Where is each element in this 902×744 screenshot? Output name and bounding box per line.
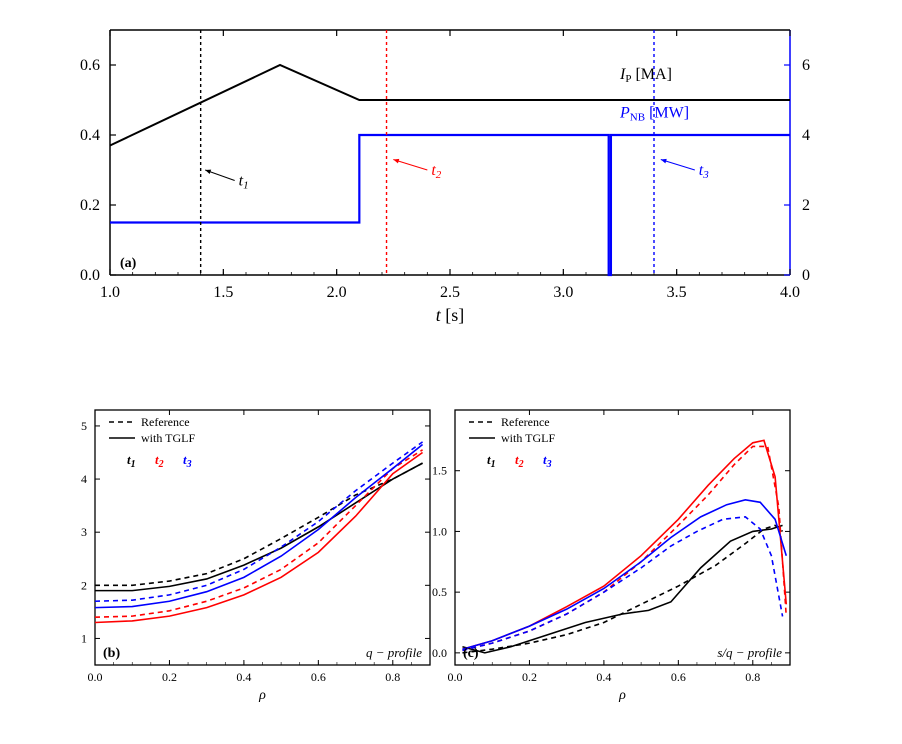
panel-c-legend-ref: Reference xyxy=(501,415,550,429)
panel-b-tag: (b) xyxy=(103,646,120,661)
label-Ip: IP [MA] xyxy=(619,66,672,85)
panel-c-series-t2_tglf xyxy=(462,440,786,649)
panel-b-legend-t3: t3 xyxy=(183,452,192,470)
panel-b: 0.0 0.2 0.4 0.6 0.8 1 2 3 4 5 ρ Reference with TGLF t… xyxy=(81,410,430,703)
svg-text:0: 0 xyxy=(802,267,810,284)
panel-b-legend-t1: t1 xyxy=(127,452,136,470)
svg-text:6: 6 xyxy=(802,57,810,74)
panel-a-xlabel: t [s] xyxy=(436,305,465,325)
panel-c-series-t3_tglf xyxy=(462,500,786,649)
panel-b-series-t2_tglf xyxy=(95,453,423,623)
panel-c-legend-t2: t2 xyxy=(515,452,524,470)
panel-c-legend-tglf: with TGLF xyxy=(501,431,555,445)
svg-text:1.0: 1.0 xyxy=(100,284,120,301)
panel-c-xlabel: ρ xyxy=(618,688,626,703)
panel-b-xlabel: ρ xyxy=(258,688,266,703)
svg-text:1: 1 xyxy=(81,631,87,645)
svg-text:0.5: 0.5 xyxy=(432,585,447,599)
svg-text:2.0: 2.0 xyxy=(327,284,347,301)
svg-text:2: 2 xyxy=(81,578,87,592)
svg-text:0.6: 0.6 xyxy=(671,670,686,684)
figure-svg: 1.0 1.5 2.0 2.5 3.0 3.5 4.0 t [s] 0.0 0.2 0.4 0.6 0 2… xyxy=(0,0,902,739)
svg-text:4: 4 xyxy=(81,472,87,486)
svg-text:2: 2 xyxy=(802,197,810,214)
figure: 1.0 1.5 2.0 2.5 3.0 3.5 4.0 t [s] 0.0 0.2 0.4 0.6 0 2… xyxy=(0,0,902,739)
svg-text:0.2: 0.2 xyxy=(162,670,177,684)
panel-c-title: s/q − profile xyxy=(717,645,782,660)
svg-text:1.5: 1.5 xyxy=(213,284,233,301)
panel-c-legend-t3: t3 xyxy=(543,452,552,470)
svg-text:3: 3 xyxy=(81,525,87,539)
panel-a: 1.0 1.5 2.0 2.5 3.0 3.5 4.0 t [s] 0.0 0.2 0.4 0.6 0 2… xyxy=(80,30,810,325)
panel-c-series-t3_ref xyxy=(462,517,782,651)
svg-text:0.0: 0.0 xyxy=(448,670,463,684)
svg-text:0.0: 0.0 xyxy=(88,670,103,684)
svg-text:0.2: 0.2 xyxy=(80,197,100,214)
svg-text:3.0: 3.0 xyxy=(553,284,573,301)
svg-text:0.4: 0.4 xyxy=(80,127,100,144)
panel-c: 0.0 0.2 0.4 0.6 0.8 0.0 0.5 1.0 1.5 ρ Reference wit… xyxy=(432,410,790,703)
panel-b-series-t3_ref xyxy=(95,442,423,601)
svg-text:3.5: 3.5 xyxy=(667,284,687,301)
svg-text:0.2: 0.2 xyxy=(522,670,537,684)
svg-text:5: 5 xyxy=(81,419,87,433)
panel-b-series-t1_ref xyxy=(95,463,423,585)
panel-b-series-t2_ref xyxy=(95,450,423,617)
svg-text:1.5: 1.5 xyxy=(432,464,447,478)
svg-text:4.0: 4.0 xyxy=(780,284,800,301)
svg-text:0.6: 0.6 xyxy=(311,670,326,684)
panel-b-series-t1_tglf xyxy=(95,463,423,591)
svg-text:0.4: 0.4 xyxy=(596,670,611,684)
marker-label-t3: t3 xyxy=(699,162,709,181)
series-PNB xyxy=(110,135,790,275)
panel-c-legend-t1: t1 xyxy=(487,452,496,470)
panel-a-tag: (a) xyxy=(120,256,137,271)
svg-text:0.4: 0.4 xyxy=(236,670,251,684)
marker-label-t1: t1 xyxy=(239,173,249,192)
svg-text:2.5: 2.5 xyxy=(440,284,460,301)
svg-text:0.0: 0.0 xyxy=(432,646,447,660)
svg-text:0.6: 0.6 xyxy=(80,57,100,74)
marker-label-t2: t2 xyxy=(431,162,441,181)
svg-text:1.0: 1.0 xyxy=(432,524,447,538)
svg-text:0.8: 0.8 xyxy=(745,670,760,684)
svg-text:0.0: 0.0 xyxy=(80,267,100,284)
panel-b-legend-ref: Reference xyxy=(141,415,190,429)
panel-c-tag: (c) xyxy=(463,646,479,661)
svg-text:0.8: 0.8 xyxy=(385,670,400,684)
panel-b-legend-tglf: with TGLF xyxy=(141,431,195,445)
panel-b-legend-t2: t2 xyxy=(155,452,164,470)
svg-text:4: 4 xyxy=(802,127,810,144)
panel-b-title: q − profile xyxy=(366,645,422,660)
